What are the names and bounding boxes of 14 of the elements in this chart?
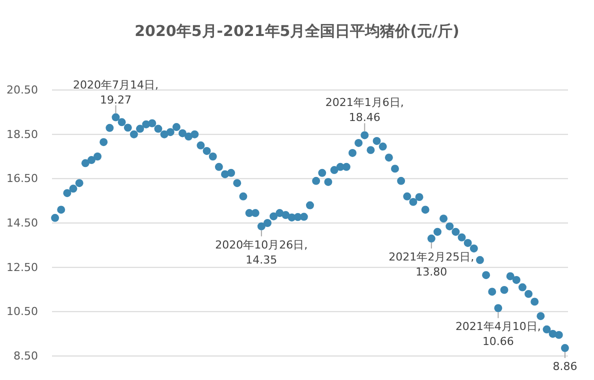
data-label: 2021年2月25日, 13.80 [388,250,474,279]
data-label: 2020年10月26日, 14.35 [215,238,308,266]
y-tick-label: 8.50 [14,350,38,363]
y-tick-label: 14.50 [6,216,38,230]
y-tick-label: 12.50 [6,260,38,274]
y-tick-label: 20.50 [6,84,38,97]
data-label: 2021年1月6日, 18.46 [325,96,404,124]
data-label: 2021年4月10日, 10.66 [455,320,541,348]
y-tick-label: 18.50 [6,128,38,141]
data-label: 8.86 [552,360,578,374]
chart-title: 2020年5月-2021年5月全国日平均猪价(元/斤) [134,22,460,40]
data-label: 2020年7月14日, 19.27 [72,78,158,106]
y-tick-label: 16.50 [6,172,38,186]
y-tick-label: 10.50 [6,305,38,318]
